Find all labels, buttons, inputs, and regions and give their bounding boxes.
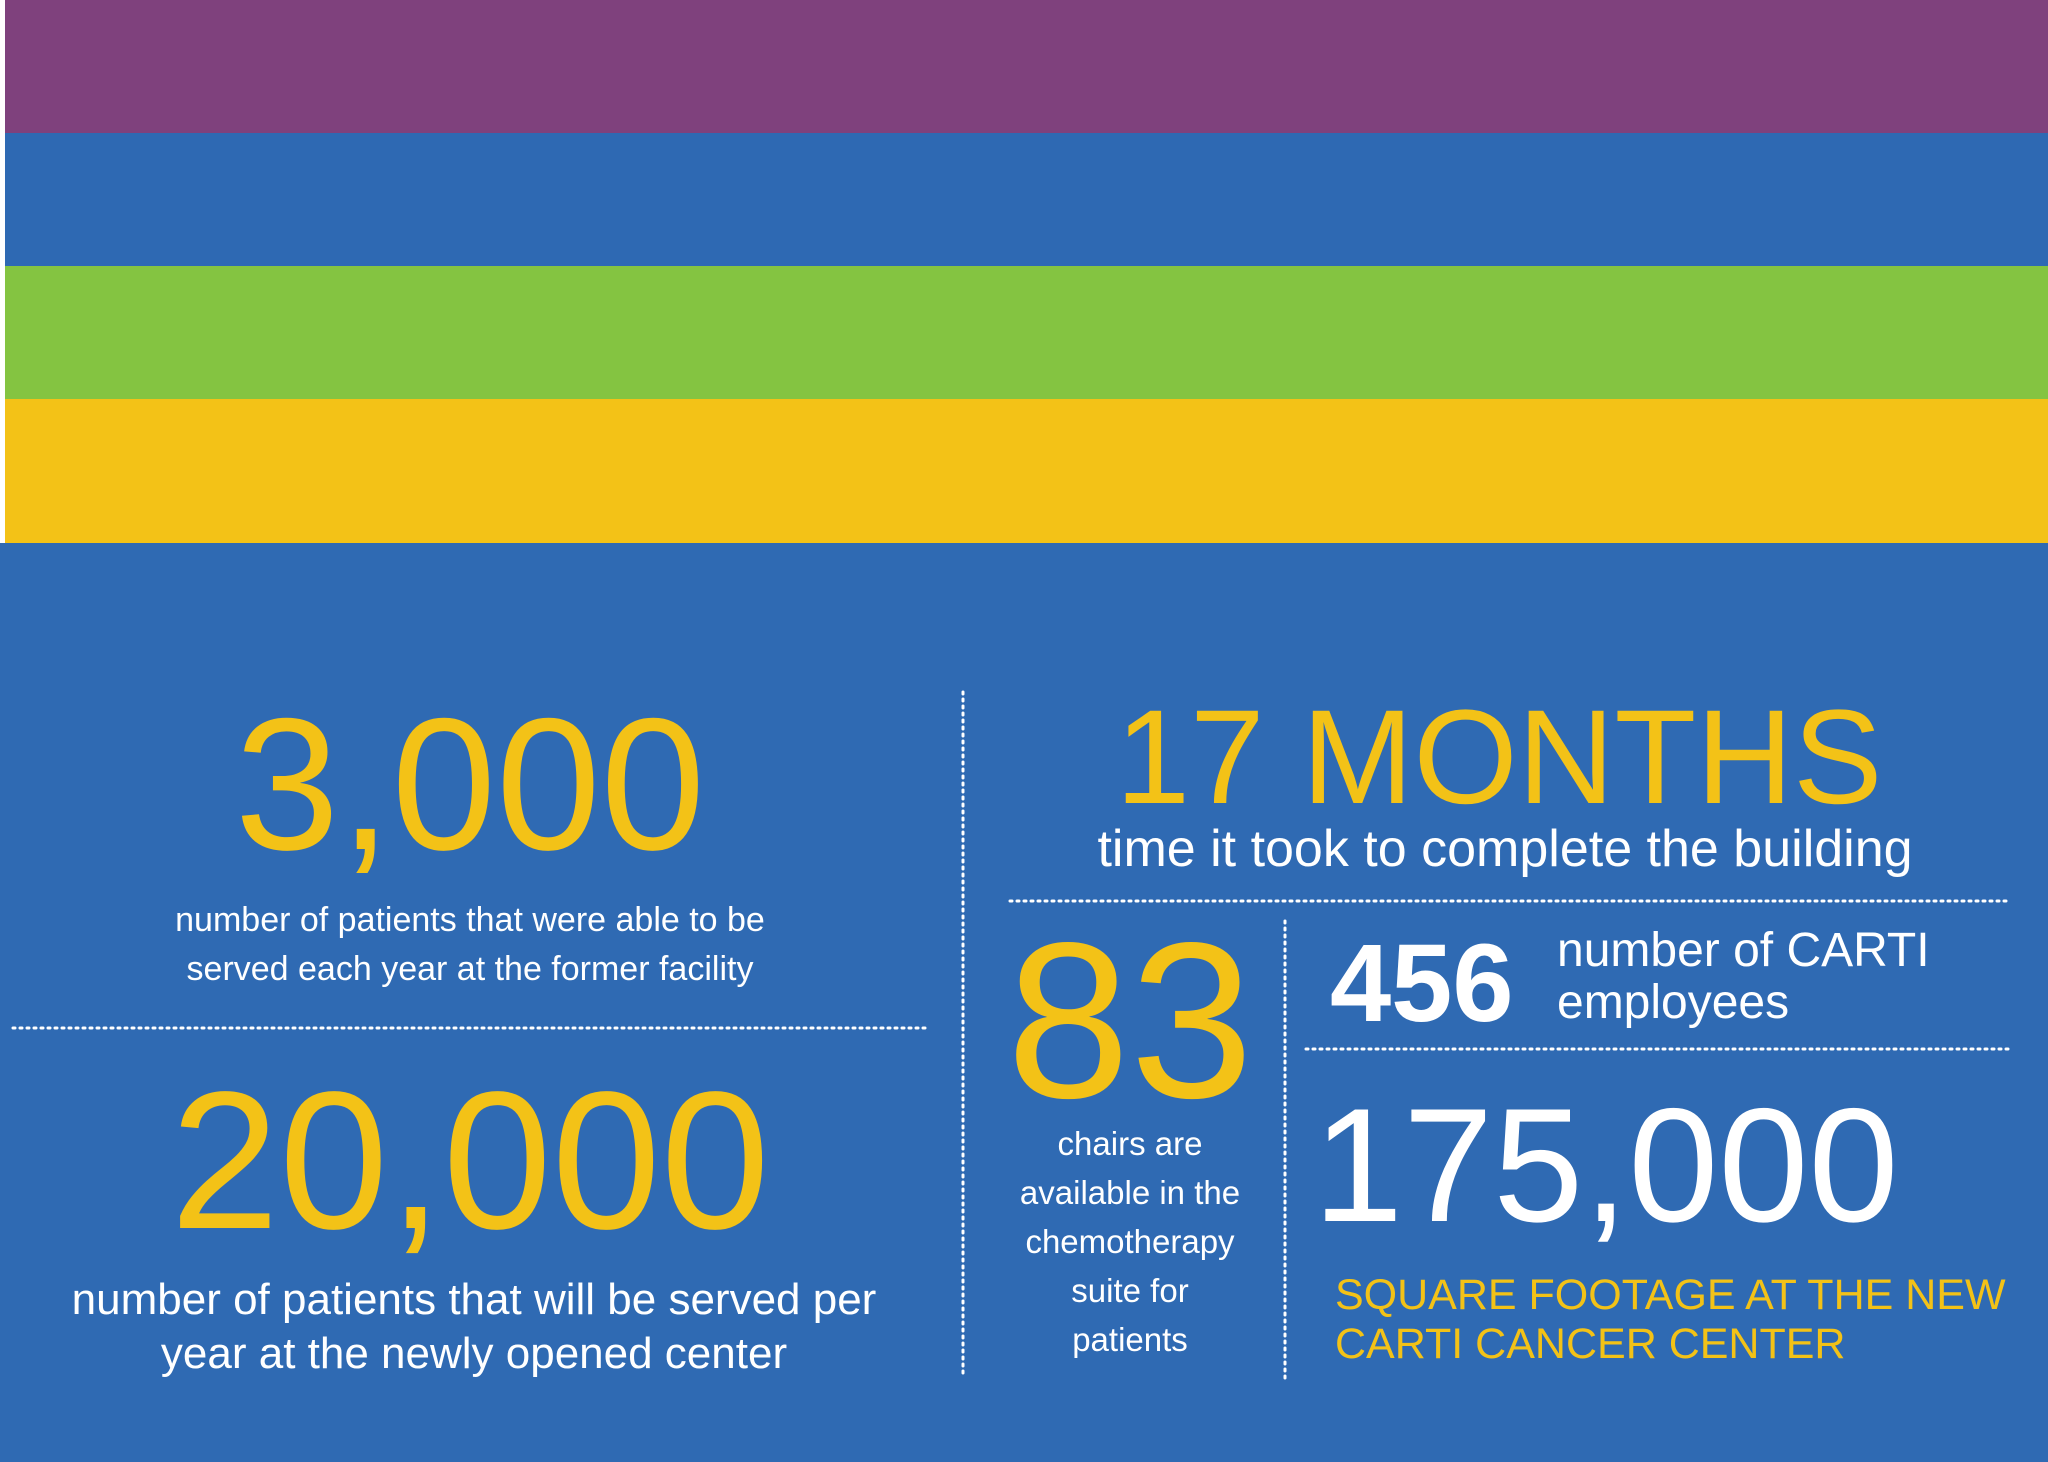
- stat-caption: chemotherapy: [1025, 1223, 1235, 1260]
- stats-panel: [0, 543, 2048, 1462]
- stat-caption: time it took to complete the building: [1097, 820, 1912, 878]
- green-band: [5, 266, 2048, 399]
- stat-caption: available in the: [1020, 1174, 1240, 1211]
- stat-caption: chairs are: [1058, 1125, 1203, 1162]
- stat-caption: CARTI CANCER CENTER: [1335, 1320, 1845, 1368]
- stat-caption: patients: [1072, 1321, 1188, 1358]
- stat-caption: number of patients that will be served p…: [72, 1275, 877, 1324]
- stat-value: 175,000: [1313, 1075, 1899, 1256]
- stat-caption: number of CARTI: [1557, 924, 1930, 977]
- stat-value: 17 MONTHS: [1116, 683, 1883, 832]
- purple-band: [5, 0, 2048, 133]
- stat-caption: employees: [1557, 976, 1789, 1029]
- stat-value: 3,000: [235, 679, 705, 889]
- stat-caption: year at the newly opened center: [161, 1329, 787, 1378]
- stat-caption: suite for: [1071, 1272, 1188, 1309]
- blue-band: [5, 133, 2048, 266]
- stat-caption: served each year at the former facility: [187, 950, 754, 988]
- stat-value: 83: [1007, 897, 1254, 1145]
- stat-caption: number of patients that were able to be: [175, 901, 765, 939]
- yellow-band: [5, 399, 2048, 543]
- stat-caption: SQUARE FOOTAGE AT THE NEW: [1335, 1271, 2006, 1319]
- stat-value: 20,000: [170, 1051, 769, 1270]
- stat-value: 456: [1330, 922, 1514, 1045]
